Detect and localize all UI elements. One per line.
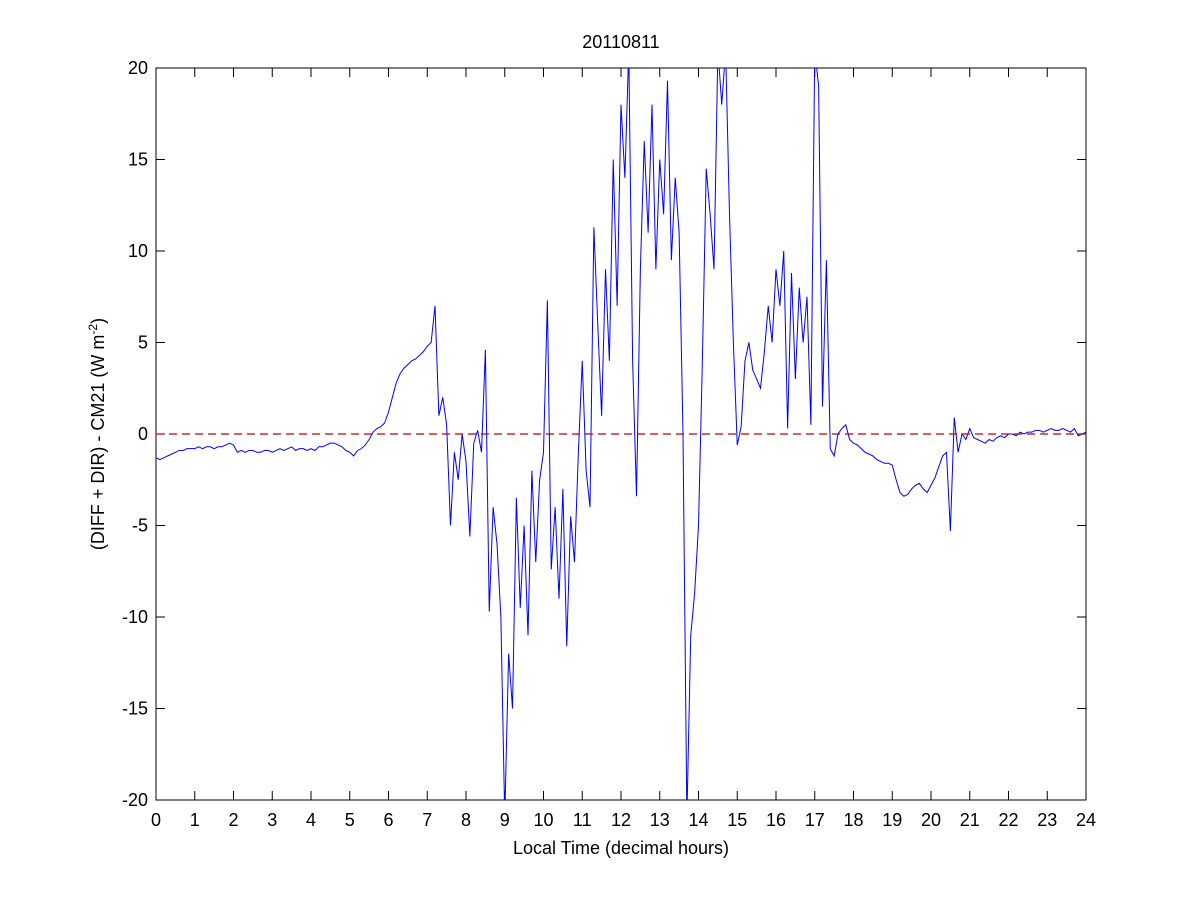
x-tick-label: 3 xyxy=(267,810,277,830)
y-tick-label: -15 xyxy=(122,699,148,719)
x-tick-label: 23 xyxy=(1037,810,1057,830)
x-tick-label: 7 xyxy=(422,810,432,830)
y-tick-label: -10 xyxy=(122,607,148,627)
y-tick-label: 20 xyxy=(128,58,148,78)
x-tick-label: 0 xyxy=(151,810,161,830)
x-tick-label: 24 xyxy=(1076,810,1096,830)
x-tick-label: 20 xyxy=(921,810,941,830)
y-axis-label-end: ) xyxy=(88,318,108,324)
x-tick-label: 22 xyxy=(998,810,1018,830)
y-tick-label: -20 xyxy=(122,790,148,810)
x-tick-label: 15 xyxy=(727,810,747,830)
x-tick-label: 10 xyxy=(533,810,553,830)
y-tick-label: 5 xyxy=(138,333,148,353)
x-tick-label: 14 xyxy=(688,810,708,830)
y-tick-label: 10 xyxy=(128,241,148,261)
x-tick-label: 21 xyxy=(960,810,980,830)
y-tick-label: 15 xyxy=(128,150,148,170)
x-tick-label: 2 xyxy=(228,810,238,830)
y-axis-label: (DIFF + DIR) - CM21 (W m-2) xyxy=(86,318,108,550)
x-axis-label: Local Time (decimal hours) xyxy=(513,838,729,858)
x-tick-label: 9 xyxy=(500,810,510,830)
x-tick-label: 17 xyxy=(805,810,825,830)
x-tick-label: 18 xyxy=(843,810,863,830)
y-axis-label-sup: -2 xyxy=(86,324,100,335)
chart-title: 20110811 xyxy=(582,32,659,52)
x-tick-label: 4 xyxy=(306,810,316,830)
x-tick-label: 16 xyxy=(766,810,786,830)
y-tick-label: 0 xyxy=(138,424,148,444)
x-tick-label: 5 xyxy=(345,810,355,830)
x-tick-label: 1 xyxy=(190,810,200,830)
data-line xyxy=(156,68,1086,800)
x-tick-label: 8 xyxy=(461,810,471,830)
x-tick-label: 6 xyxy=(383,810,393,830)
x-tick-label: 13 xyxy=(650,810,670,830)
x-tick-label: 19 xyxy=(882,810,902,830)
y-axis-label-main: (DIFF + DIR) - CM21 (W m xyxy=(88,335,108,550)
x-tick-label: 11 xyxy=(573,810,592,830)
x-tick-label: 12 xyxy=(611,810,631,830)
y-tick-label: -5 xyxy=(132,516,148,536)
